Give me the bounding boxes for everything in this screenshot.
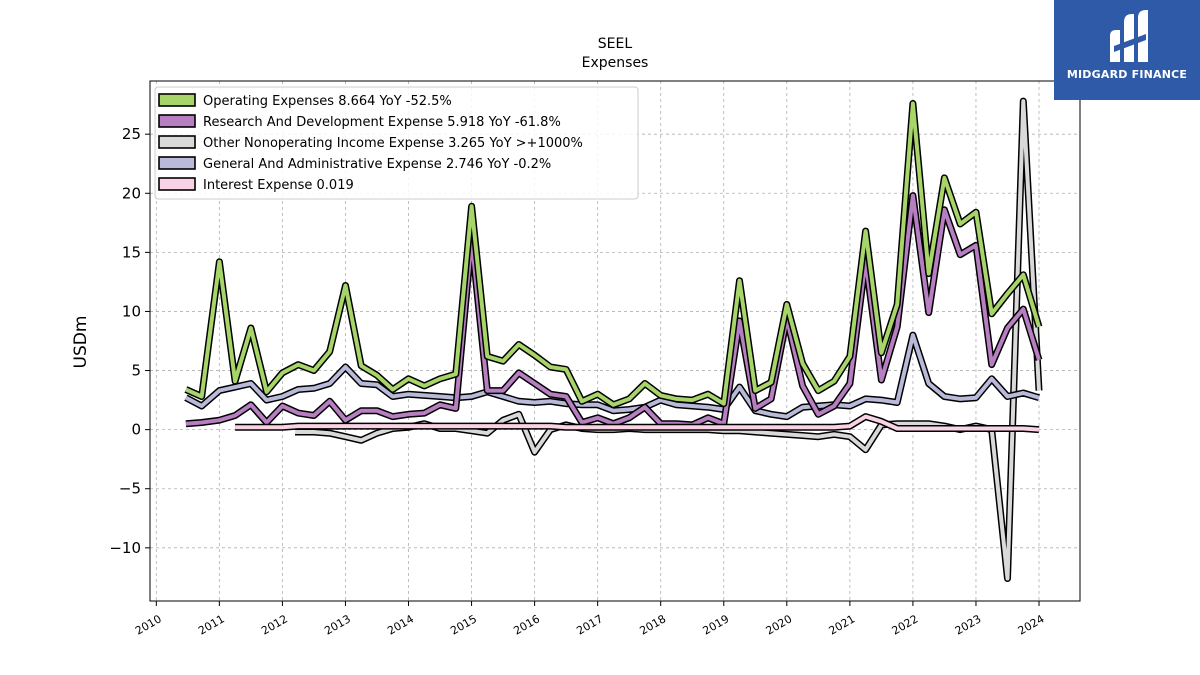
legend-label-other-nonoperating-income-expense: Other Nonoperating Income Expense 3.265 …: [203, 136, 583, 151]
x-tick-label: 2013: [322, 612, 353, 637]
legend-box: [154, 86, 639, 200]
series-line-operating-expenses: [185, 101, 1041, 407]
legend-label-interest-expense: Interest Expense 0.019: [203, 178, 354, 193]
y-axis-label: USDm: [71, 316, 91, 369]
legend-swatch-research-and-development-expense: [158, 114, 196, 128]
y-tick-label: 15: [122, 243, 141, 261]
legend-swatch-other-nonoperating-income-expense: [158, 135, 196, 149]
chart-subtitle: Expenses: [582, 55, 649, 71]
y-tick-label: −5: [119, 480, 141, 498]
x-tick-label: 2015: [448, 612, 479, 637]
x-tick-label: 2017: [574, 612, 605, 637]
y-tick-label: −10: [109, 539, 141, 557]
x-tick-label: 2020: [764, 612, 795, 637]
x-axis-ticks: 2010 2011 2012 2013 2014 2015 2016 2017 2018 2019…: [133, 601, 1047, 638]
x-tick-label: 2023: [953, 612, 984, 637]
legend-label-research-and-development-expense: Research And Development Expense 5.918 Y…: [203, 115, 561, 130]
x-tick-label: 2016: [511, 612, 542, 637]
y-axis-ticks: −10 −5 0 5 10 15 20 25: [109, 125, 150, 557]
y-tick-label: 0: [131, 421, 141, 439]
brand-name: MIDGARD FINANCE: [1066, 68, 1188, 81]
legend: Operating Expenses 8.664 YoY -52.5% Resea…: [154, 86, 639, 200]
x-tick-label: 2021: [827, 612, 858, 637]
x-tick-label: 2019: [701, 612, 732, 637]
legend-swatch-general-and-administrative-expense: [158, 156, 196, 170]
y-tick-label: 5: [131, 362, 141, 380]
x-tick-label: 2011: [196, 612, 227, 637]
series-line-general-and-administrative-expense: [184, 333, 1040, 419]
y-tick-label: 10: [122, 302, 141, 320]
chart-title: SEEL: [598, 36, 633, 52]
legend-swatch-interest-expense: [158, 177, 196, 191]
x-tick-label: 2022: [890, 612, 921, 637]
x-tick-label: 2012: [259, 612, 290, 637]
x-tick-label: 2014: [385, 612, 416, 637]
legend-label-operating-expenses: Operating Expenses 8.664 YoY -52.5%: [203, 94, 452, 109]
series-layer: [184, 97, 1043, 582]
y-tick-label: 20: [122, 184, 141, 202]
x-tick-label: 2024: [1016, 612, 1047, 637]
brand-mark-icon: [1110, 10, 1148, 62]
series-line-research-and-development-expense: [185, 193, 1041, 427]
brand-logo: MIDGARD FINANCE: [1054, 0, 1200, 100]
x-tick-label: 2010: [133, 612, 164, 637]
y-tick-label: 25: [122, 125, 141, 143]
x-tick-label: 2018: [637, 612, 668, 637]
series-line-interest-expense: [235, 414, 1040, 432]
plot-frame: [149, 80, 1081, 602]
legend-swatch-operating-expenses: [158, 93, 196, 107]
legend-label-general-and-administrative-expense: General And Administrative Expense 2.746…: [203, 157, 551, 172]
